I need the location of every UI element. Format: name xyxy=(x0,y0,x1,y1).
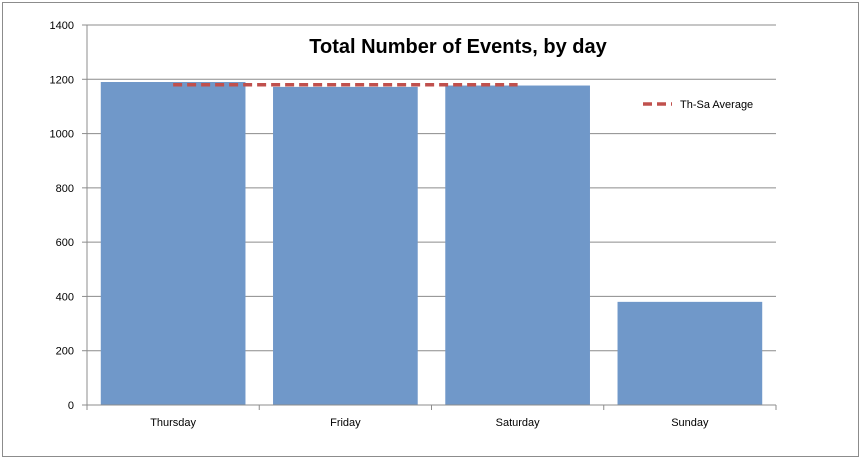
y-tick-label: 1400 xyxy=(50,20,74,32)
y-tick-label: 400 xyxy=(56,291,74,303)
chart-title: Total Number of Events, by day xyxy=(309,36,607,58)
y-tick-label: 200 xyxy=(56,346,74,358)
y-tick-label: 1200 xyxy=(50,74,74,86)
y-tick-label: 600 xyxy=(56,237,74,249)
x-tick-label: Sunday xyxy=(671,417,709,429)
bar xyxy=(445,85,590,406)
legend: Th-Sa Average xyxy=(643,99,753,111)
x-tick-label: Friday xyxy=(330,417,361,429)
bar xyxy=(617,301,763,405)
bar xyxy=(273,86,418,405)
y-tick-label: 0 xyxy=(68,400,74,412)
x-tick-label: Thursday xyxy=(150,417,196,429)
x-tick-label: Saturday xyxy=(496,417,541,429)
axes: 0 200 400 600 800 1000 1200 1400 Thursday Friday S… xyxy=(50,20,777,429)
bar xyxy=(100,82,246,405)
legend-label-average: Th-Sa Average xyxy=(680,99,753,111)
bars xyxy=(100,82,763,406)
y-tick-label: 800 xyxy=(56,183,74,195)
y-tick-label: 1000 xyxy=(50,129,74,141)
